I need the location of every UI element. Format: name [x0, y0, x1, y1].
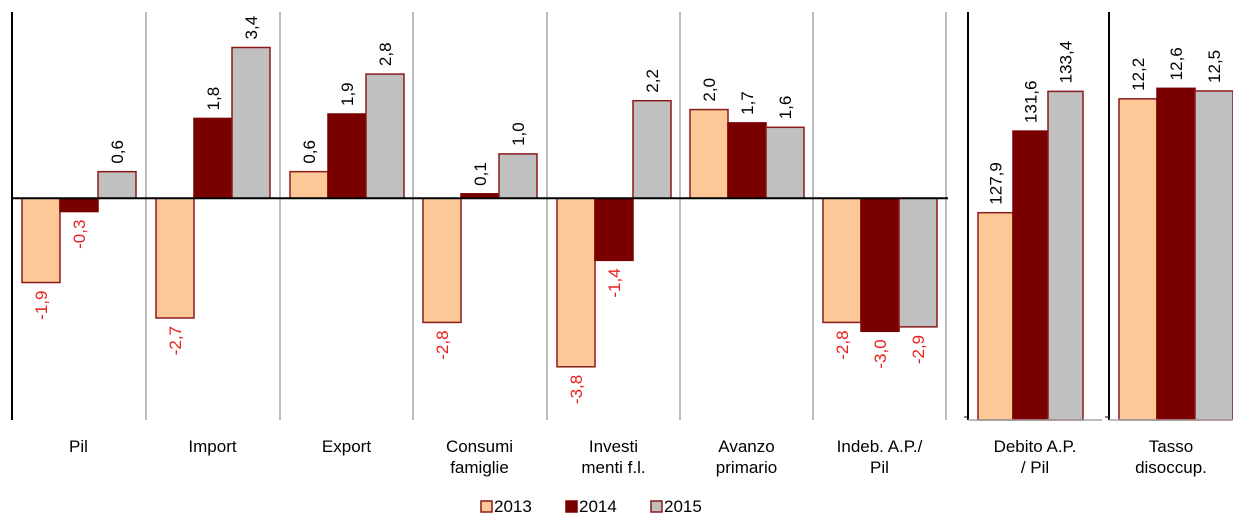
bar-2015-0-6: [898, 197, 938, 328]
bar-2013-0-6: [822, 197, 862, 324]
value-label: 3,4: [242, 16, 261, 40]
bar-2013-0-4: [556, 197, 596, 368]
value-label: 2,0: [700, 78, 719, 102]
value-label: 127,9: [987, 162, 1006, 205]
category-label: Import: [188, 437, 236, 456]
bar-2014-0-0: [59, 197, 99, 213]
category-label: disoccup.: [1135, 458, 1207, 477]
legend-swatch-2015: [650, 500, 663, 513]
bar-2015-0-2: [365, 73, 405, 200]
value-label: 2,8: [376, 42, 395, 66]
bar-2015-2-0: [1194, 90, 1233, 421]
bar-2013-2-0: [1118, 98, 1158, 421]
category-label: Indeb. A.P./: [837, 437, 923, 456]
bar-2015-1-0: [1047, 90, 1084, 421]
category-label: Investi: [589, 437, 638, 456]
bar-2014-0-1: [193, 117, 233, 200]
category-label: primario: [716, 458, 777, 477]
category-label: Avanzo: [718, 437, 774, 456]
value-label: 131,6: [1022, 81, 1041, 124]
category-label: Pil: [870, 458, 889, 477]
legend-label-2014: 2014: [579, 497, 617, 516]
value-label: -3,0: [871, 339, 890, 368]
bar-2014-0-5: [727, 122, 767, 200]
category-label: Pil: [69, 437, 88, 456]
bar-2015-0-1: [231, 46, 271, 200]
value-label: -1,4: [605, 268, 624, 297]
value-label: 1,8: [204, 87, 223, 111]
category-label: Debito A.P.: [994, 437, 1077, 456]
value-label: -0,3: [70, 220, 89, 249]
bar-2015-0-0: [97, 170, 137, 200]
bar-2013-0-2: [289, 170, 329, 200]
value-label: -2,7: [166, 326, 185, 355]
value-label: 12,6: [1167, 47, 1186, 80]
value-label: 12,5: [1205, 50, 1224, 83]
value-label: 2,2: [643, 69, 662, 93]
bar-2013-1-0: [977, 211, 1014, 421]
bar-2015-0-3: [498, 153, 538, 200]
bar-2014-2-0: [1156, 87, 1196, 421]
category-label: / Pil: [1021, 458, 1049, 477]
category-label: Export: [322, 437, 371, 456]
bar-2014-0-4: [594, 197, 634, 262]
bar-2013-0-3: [422, 197, 462, 324]
bar-2014-1-0: [1012, 130, 1049, 421]
value-label: 0,1: [471, 162, 490, 186]
value-label: 1,9: [338, 82, 357, 106]
value-label: 0,6: [300, 140, 319, 164]
legend-swatch-2014: [565, 500, 578, 513]
bar-2014-0-6: [860, 197, 900, 333]
bar-2013-0-1: [155, 197, 195, 319]
category-label: famiglie: [450, 458, 509, 477]
bar-2015-0-5: [765, 126, 805, 200]
category-label: Consumi: [446, 437, 513, 456]
bar-2014-0-2: [327, 113, 367, 200]
value-label: 12,2: [1129, 58, 1148, 91]
bar-2013-0-5: [689, 108, 729, 200]
category-label: menti f.l.: [581, 458, 645, 477]
bar-2013-0-0: [21, 197, 61, 284]
value-label: -1,9: [32, 291, 51, 320]
value-label: -2,8: [433, 330, 452, 359]
value-label: 133,4: [1057, 41, 1076, 84]
value-label: 1,0: [509, 122, 528, 146]
legend-swatch-2013: [480, 500, 493, 513]
value-label: 0,6: [108, 140, 127, 164]
value-label: 1,7: [738, 91, 757, 115]
value-label: -2,8: [833, 330, 852, 359]
value-label: -2,9: [909, 335, 928, 364]
bar-2015-0-4: [632, 99, 672, 200]
value-label: 1,6: [776, 96, 795, 120]
category-label: Tasso: [1149, 437, 1193, 456]
value-label: -3,8: [567, 375, 586, 404]
legend-label-2015: 2015: [664, 497, 702, 516]
legend-label-2013: 2013: [494, 497, 532, 516]
